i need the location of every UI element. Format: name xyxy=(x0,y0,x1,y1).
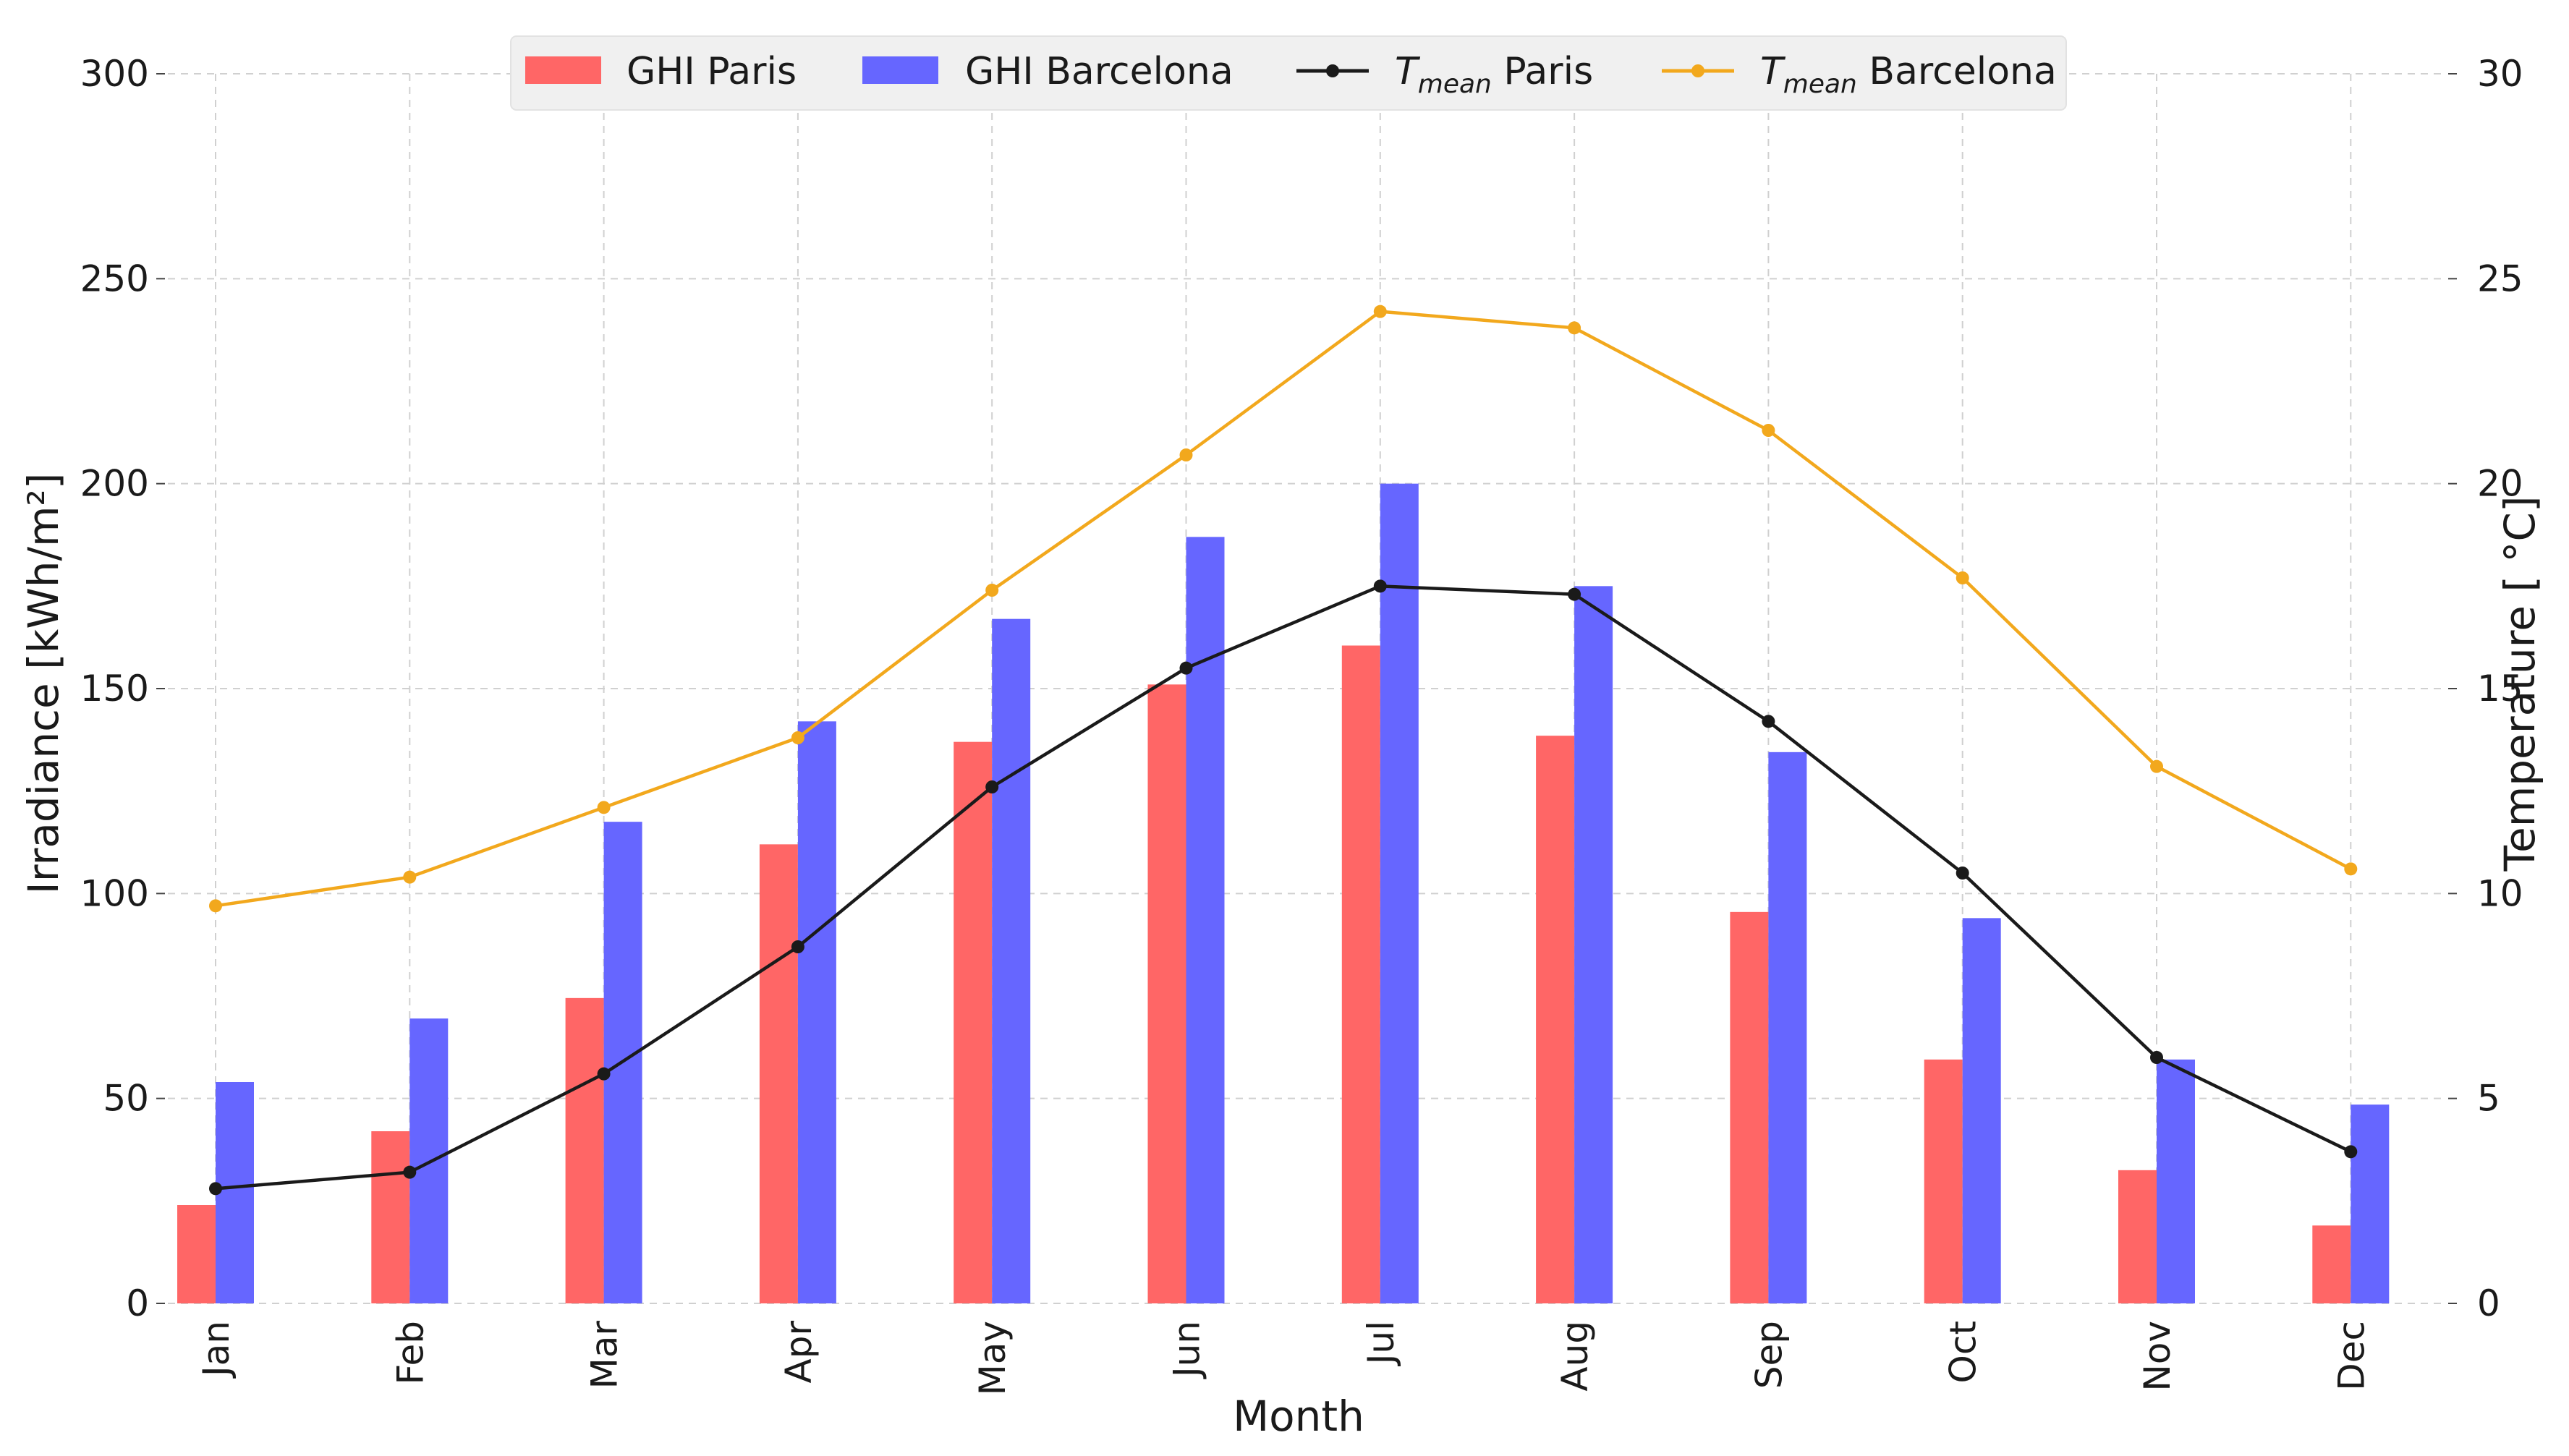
y2-axis-title: Temperature [ °C] xyxy=(2495,495,2544,872)
point-t-mean-paris-jan xyxy=(209,1182,222,1196)
point-t-mean-paris-nov xyxy=(2150,1051,2163,1064)
point-t-mean-paris-apr xyxy=(791,940,804,953)
y2-tick-label: 10 xyxy=(2477,872,2523,914)
legend-marker-tmean-paris xyxy=(1326,64,1339,77)
point-t-mean-barcelona-may xyxy=(985,584,999,597)
legend-box xyxy=(510,35,2067,111)
point-t-mean-barcelona-sep xyxy=(1762,424,1775,437)
legend-swatch-ghi-paris xyxy=(525,56,601,84)
bar-ghi-paris-sep xyxy=(1730,911,1769,1303)
y2-tick-label: 20 xyxy=(2477,463,2523,505)
point-t-mean-paris-feb xyxy=(403,1165,417,1179)
y2-tick-label: 25 xyxy=(2477,257,2523,299)
bar-ghi-barcelona-nov xyxy=(2157,1059,2195,1303)
y-tick-label: 150 xyxy=(80,668,149,710)
y2-tick-label: 5 xyxy=(2477,1078,2500,1120)
point-t-mean-barcelona-mar xyxy=(597,801,611,814)
point-t-mean-barcelona-feb xyxy=(403,870,417,884)
axes: 0 50 100 150 200 250 300 0 5 10 15 20 25 30 Jan Feb Mar A… xyxy=(80,53,2523,1395)
legend-marker-tmean-barcelona xyxy=(1691,64,1704,77)
y-tick-label: 50 xyxy=(103,1078,149,1120)
lines-layer xyxy=(209,305,2358,1196)
bar-ghi-barcelona-aug xyxy=(1574,586,1613,1303)
bar-ghi-paris-may xyxy=(954,741,993,1303)
bar-ghi-paris-nov xyxy=(2118,1170,2157,1303)
x-tick-label: Nov xyxy=(2136,1321,2178,1392)
legend-label-tmean-barcelona: Tmean Barcelona xyxy=(1760,50,2057,99)
point-t-mean-barcelona-aug xyxy=(1568,321,1581,335)
x-tick-label: Dec xyxy=(2330,1321,2372,1391)
x-tick-label: Apr xyxy=(778,1321,820,1384)
point-t-mean-barcelona-jun xyxy=(1179,448,1193,461)
x-tick-label: Aug xyxy=(1554,1321,1596,1392)
bars-layer xyxy=(177,483,2390,1304)
bar-ghi-paris-mar xyxy=(565,997,604,1303)
x-tick-label: Sep xyxy=(1748,1321,1790,1389)
point-t-mean-barcelona-dec xyxy=(2344,862,2358,876)
bar-ghi-barcelona-oct xyxy=(1962,918,2001,1303)
y-tick-label: 300 xyxy=(80,53,149,95)
legend-label-ghi-barcelona: GHI Barcelona xyxy=(965,50,1233,93)
x-tick-label: May xyxy=(972,1321,1014,1395)
x-tick-label: Jan xyxy=(195,1321,237,1379)
bar-ghi-paris-dec xyxy=(2312,1225,2351,1303)
bar-ghi-barcelona-jun xyxy=(1186,537,1225,1304)
y-tick-label: 200 xyxy=(80,463,149,505)
point-t-mean-barcelona-jan xyxy=(209,899,222,913)
bar-ghi-paris-apr xyxy=(759,844,798,1303)
bar-ghi-barcelona-dec xyxy=(2351,1104,2390,1303)
line-t-mean-barcelona xyxy=(215,310,2352,908)
y-tick-label: 250 xyxy=(80,257,149,299)
y-tick-label: 100 xyxy=(80,872,149,914)
point-t-mean-paris-may xyxy=(985,780,999,793)
bar-ghi-paris-jul xyxy=(1341,645,1380,1303)
point-t-mean-barcelona-oct xyxy=(1956,571,1969,584)
bar-ghi-paris-aug xyxy=(1536,736,1575,1303)
bar-ghi-paris-jun xyxy=(1147,684,1186,1303)
x-tick-label: Jun xyxy=(1166,1321,1208,1379)
point-t-mean-paris-dec xyxy=(2344,1145,2358,1159)
x-tick-label: Mar xyxy=(584,1321,626,1389)
point-t-mean-barcelona-jul xyxy=(1373,305,1387,318)
bar-ghi-paris-jan xyxy=(177,1205,216,1303)
x-axis-title: Month xyxy=(1233,1392,1364,1441)
point-t-mean-paris-sep xyxy=(1762,715,1775,728)
y-axis-title: Irradiance [kWh/m²] xyxy=(19,473,68,895)
bar-ghi-barcelona-sep xyxy=(1768,752,1807,1303)
point-t-mean-barcelona-apr xyxy=(791,731,804,744)
bar-ghi-barcelona-may xyxy=(992,618,1031,1303)
point-t-mean-paris-mar xyxy=(597,1067,611,1081)
line-t-mean-paris xyxy=(215,584,2352,1191)
bar-ghi-barcelona-jul xyxy=(1380,483,1419,1303)
x-tick-label: Oct xyxy=(1942,1321,1984,1383)
point-t-mean-paris-aug xyxy=(1568,587,1581,601)
point-t-mean-barcelona-nov xyxy=(2150,759,2163,773)
x-tick-label: Jul xyxy=(1360,1321,1402,1366)
y2-tick-label: 0 xyxy=(2477,1282,2500,1324)
legend-swatch-ghi-barcelona xyxy=(862,56,938,84)
bar-ghi-paris-oct xyxy=(1924,1059,1963,1303)
point-t-mean-paris-jun xyxy=(1179,661,1193,675)
point-t-mean-paris-jul xyxy=(1373,579,1387,593)
y-tick-label: 0 xyxy=(126,1282,149,1324)
y2-tick-label: 15 xyxy=(2477,668,2523,710)
bar-ghi-paris-feb xyxy=(371,1131,410,1303)
x-tick-label: Feb xyxy=(389,1321,431,1385)
y2-tick-label: 30 xyxy=(2477,53,2523,95)
legend-label-tmean-paris: Tmean Paris xyxy=(1395,50,1593,99)
point-t-mean-paris-oct xyxy=(1956,867,1969,880)
legend-label-ghi-paris: GHI Paris xyxy=(627,50,797,93)
legend: GHI Paris GHI Barcelona Tmean Paris Tmea… xyxy=(510,35,2067,111)
bar-ghi-barcelona-apr xyxy=(797,721,836,1303)
bar-ghi-barcelona-jan xyxy=(216,1082,254,1303)
